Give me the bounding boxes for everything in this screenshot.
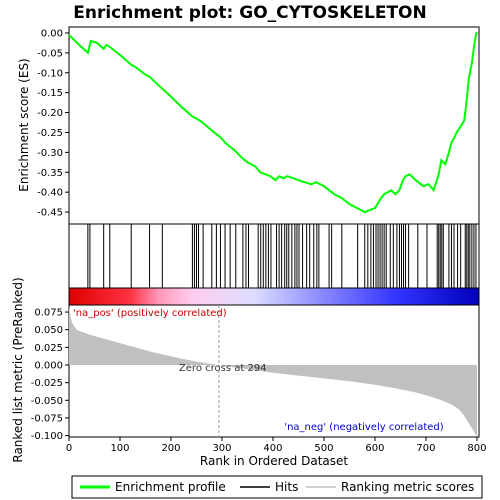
ranking-gradient-panel	[68, 287, 480, 306]
es-y-tick-label: 0.00	[41, 28, 63, 39]
es-panel: 0.00 -0.05 -0.10 -0.15 -0.20 -0.25 -0.30 -0.35 -…	[17, 26, 480, 225]
es-y-tick-label: -0.35	[37, 168, 63, 179]
metric-panel: Zero cross at 294 'na_pos' (positively c…	[11, 277, 487, 468]
es-y-tick-label: -0.10	[37, 68, 63, 79]
legend-frame	[71, 475, 483, 499]
legend-label-hits: Hits	[275, 480, 298, 494]
negative-correlation-label: 'na_neg' (negatively correlated)	[284, 422, 443, 433]
es-y-tick-label: -0.30	[37, 148, 63, 159]
es-y-tick-label: -0.45	[37, 208, 63, 219]
es-y-tick-label: -0.20	[37, 108, 63, 119]
ranking-gradient-bar	[68, 287, 480, 306]
legend-label-metric: Ranking metric scores	[341, 480, 474, 494]
x-axis-label: Rank in Ordered Dataset	[200, 454, 348, 468]
es-y-tick-label: -0.40	[37, 188, 63, 199]
es-y-tick-label: -0.15	[37, 88, 63, 99]
es-y-tick-label: -0.25	[37, 128, 63, 139]
hits-panel	[68, 223, 480, 289]
x-tick-label: 600	[365, 443, 384, 454]
hits-frame	[68, 223, 480, 289]
x-tick-label: 800	[467, 443, 486, 454]
x-tick-label: 300	[212, 443, 231, 454]
chart-title: Enrichment plot: GO_CYTOSKELETON	[73, 3, 427, 23]
x-tick-label: 200	[161, 443, 180, 454]
metric-y-tick-label: -0.100	[31, 431, 63, 442]
metric-y-tick-label: -0.075	[31, 413, 63, 424]
positive-correlation-label: 'na_pos' (positively correlated)	[73, 308, 227, 319]
metric-y-tick-label: 0.050	[34, 325, 63, 336]
es-y-axis-label: Enrichment score (ES)	[17, 58, 31, 191]
zero-cross-label: Zero cross at 294	[179, 363, 267, 374]
metric-y-tick-label: 0.025	[34, 343, 63, 354]
x-tick-label: 0	[66, 443, 72, 454]
metric-x-axis: 0 100 200 300 400 500 600 700 800	[66, 437, 487, 454]
metric-y-tick-label: -0.025	[31, 378, 63, 389]
x-tick-label: 700	[416, 443, 435, 454]
enrichment-profile-line	[68, 31, 478, 214]
x-tick-label: 500	[314, 443, 333, 454]
metric-y-tick-label: 0.000	[34, 361, 63, 372]
x-tick-label: 100	[110, 443, 129, 454]
legend-label-enrichment: Enrichment profile	[115, 480, 226, 494]
metric-y-axis: 0.075 0.050 0.025 0.000 -0.025 -0.050 -0.075 -0…	[31, 308, 69, 442]
legend: Enrichment profile Hits Ranking metric s…	[71, 475, 483, 499]
metric-y-tick-label: 0.075	[34, 308, 63, 319]
hit-marks	[87, 224, 477, 288]
es-plot-frame	[68, 26, 480, 225]
metric-y-axis-label: Ranked list metric (PreRanked)	[11, 277, 25, 462]
ranking-metric-area	[69, 307, 477, 437]
x-tick-label: 400	[263, 443, 282, 454]
es-y-axis: 0.00 -0.05 -0.10 -0.15 -0.20 -0.25 -0.30 -0.35 -…	[37, 28, 69, 219]
es-y-tick-label: -0.05	[37, 48, 63, 59]
metric-y-tick-label: -0.050	[31, 396, 63, 407]
